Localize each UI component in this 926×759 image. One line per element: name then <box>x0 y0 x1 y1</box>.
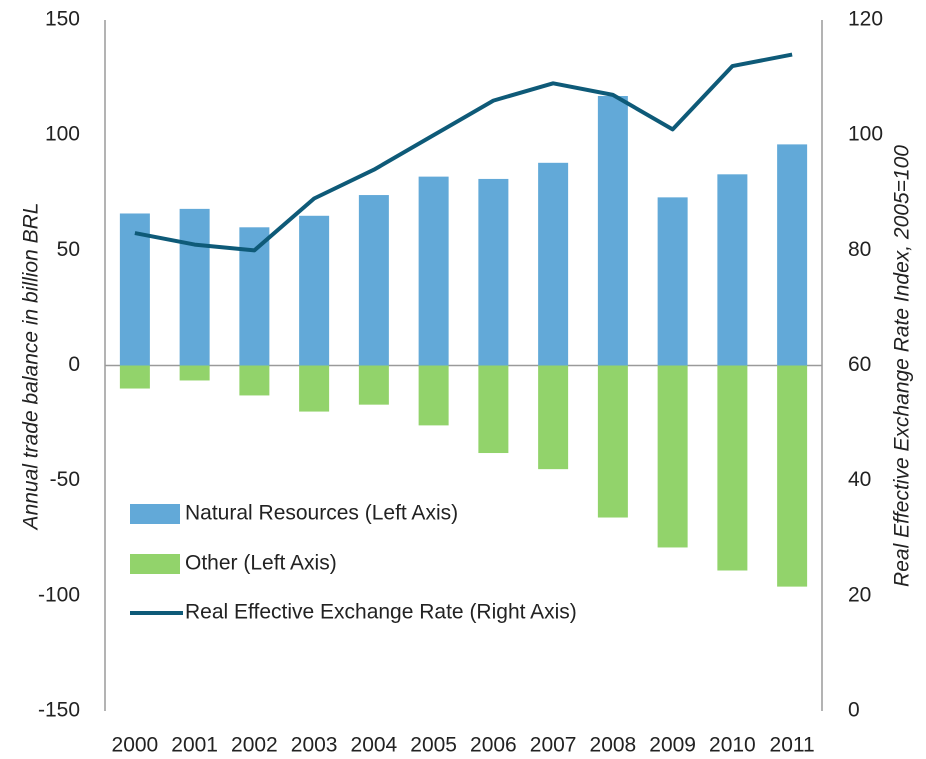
bar <box>717 365 748 571</box>
legend-label: Natural Resources (Left Axis) <box>185 502 458 525</box>
bar <box>717 174 748 366</box>
x-tick-label: 2006 <box>470 734 517 757</box>
bar <box>657 365 688 548</box>
bar <box>358 195 389 366</box>
y-tick-label: -50 <box>50 468 80 491</box>
y-tick-label: 150 <box>45 8 80 31</box>
y-tick-label: -150 <box>38 699 80 722</box>
y-tick-label: 0 <box>68 353 80 376</box>
y2-tick-label: 120 <box>848 8 883 31</box>
legend-swatch <box>130 504 180 524</box>
y-tick-label: 50 <box>57 238 80 261</box>
bar <box>179 365 210 381</box>
bar <box>239 365 270 396</box>
y2-tick-label: 100 <box>848 123 883 146</box>
x-tick-label: 2004 <box>351 734 398 757</box>
line <box>134 52 793 253</box>
y-axis-title: Annual trade balance in billion BRL <box>20 203 43 532</box>
x-tick-label: 2011 <box>770 734 815 757</box>
legend-label: Other (Left Axis) <box>185 552 337 575</box>
y2-tick-label: 0 <box>848 699 860 722</box>
bar <box>777 144 808 366</box>
x-tick-label: 2010 <box>709 734 756 757</box>
bar <box>418 176 449 366</box>
bar <box>657 197 688 366</box>
bar <box>597 96 628 366</box>
y2-axis-title: Real Effective Exchange Rate Index, 2005… <box>891 145 914 587</box>
bar <box>119 365 150 389</box>
y2-tick-label: 80 <box>848 238 871 261</box>
bar <box>777 365 808 587</box>
y-tick-label: 100 <box>45 123 80 146</box>
y2-tick-label: 60 <box>848 353 871 376</box>
y2-tick-label: 20 <box>848 583 871 606</box>
bar <box>478 365 509 454</box>
bar <box>538 162 569 366</box>
x-tick-label: 2008 <box>590 734 637 757</box>
bar <box>538 365 569 470</box>
x-tick-label: 2009 <box>649 734 696 757</box>
legend-swatch <box>130 554 180 574</box>
x-tick-label: 2005 <box>410 734 457 757</box>
bar <box>358 365 389 405</box>
x-tick-label: 2000 <box>112 734 159 757</box>
x-tick-label: 2002 <box>231 734 278 757</box>
bar <box>179 208 210 366</box>
x-tick-label: 2001 <box>171 734 218 757</box>
x-tick-label: 2007 <box>530 734 577 757</box>
y-tick-label: -100 <box>38 583 80 606</box>
bar <box>418 365 449 426</box>
y2-tick-label: 40 <box>848 468 871 491</box>
x-tick-label: 2003 <box>291 734 338 757</box>
bar <box>478 178 509 366</box>
legend-label: Real Effective Exchange Rate (Right Axis… <box>185 601 577 624</box>
bar <box>299 215 330 366</box>
bar <box>597 365 628 518</box>
bar <box>299 365 330 412</box>
bar <box>119 213 150 366</box>
